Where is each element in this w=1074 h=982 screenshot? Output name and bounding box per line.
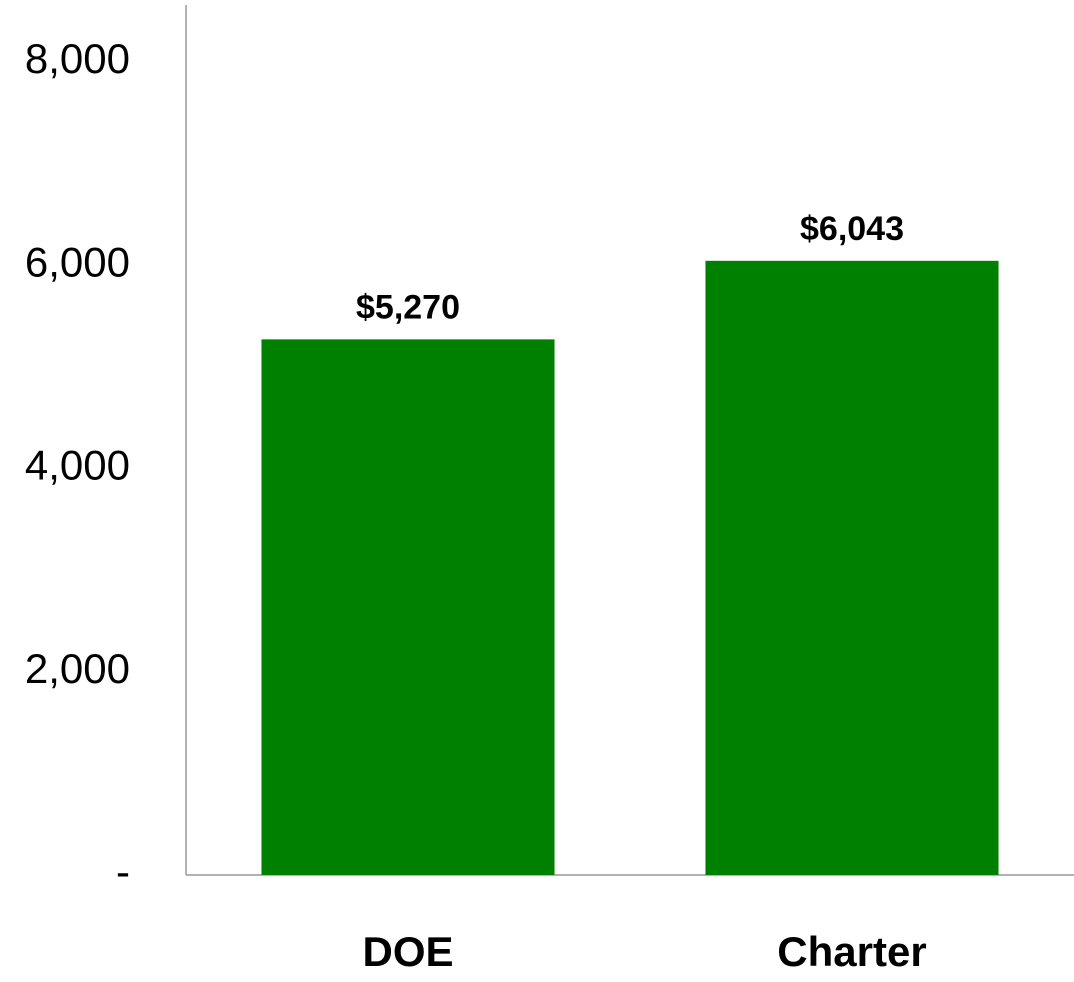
y-tick-label: 2,000 — [25, 645, 130, 692]
data-label: $6,043 — [800, 210, 904, 248]
x-tick-label: Charter — [777, 928, 926, 975]
y-tick-label: 8,000 — [25, 35, 130, 82]
bar — [705, 260, 999, 875]
x-tick-label: DOE — [362, 928, 453, 975]
y-tick-label: 4,000 — [25, 442, 130, 489]
bar — [261, 339, 555, 875]
y-tick-label: - — [116, 848, 130, 895]
y-tick-label: 6,000 — [25, 238, 130, 285]
data-label: $5,270 — [356, 288, 460, 326]
